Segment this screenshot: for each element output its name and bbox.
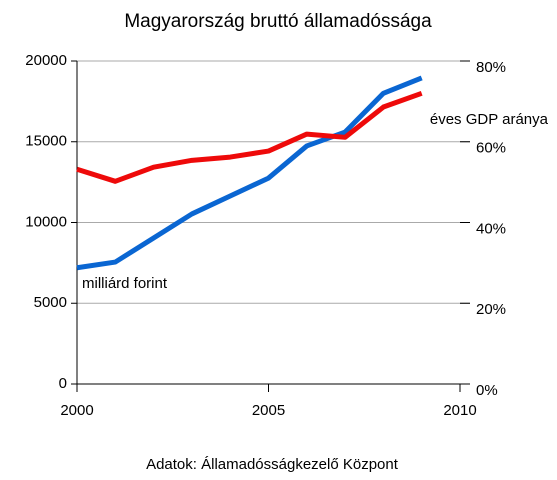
y-tick-label: 0 xyxy=(59,375,67,392)
chart-title: Magyarország bruttó államadóssága xyxy=(124,11,432,32)
data-line xyxy=(76,90,423,184)
x-tick-label: 2000 xyxy=(60,402,93,419)
x-tick-label: 2005 xyxy=(252,402,285,419)
source-note: Adatok: Államadósságkezelő Központ xyxy=(146,456,399,473)
y2-tick-label: 40% xyxy=(476,220,506,237)
x-tick-label: 2010 xyxy=(443,402,476,419)
y-tick-label: 20000 xyxy=(25,52,67,69)
y2-tick-label: 80% xyxy=(476,59,506,76)
series-label: milliárd forint xyxy=(82,275,168,292)
series-label: éves GDP aránya xyxy=(430,111,549,128)
data-line xyxy=(76,75,423,271)
y-tick-label: 15000 xyxy=(25,133,67,150)
y-tick-label: 10000 xyxy=(25,213,67,230)
y-tick-label: 5000 xyxy=(34,294,67,311)
y2-tick-label: 0% xyxy=(476,382,498,399)
y2-tick-label: 60% xyxy=(476,140,506,157)
y2-tick-label: 20% xyxy=(476,301,506,318)
